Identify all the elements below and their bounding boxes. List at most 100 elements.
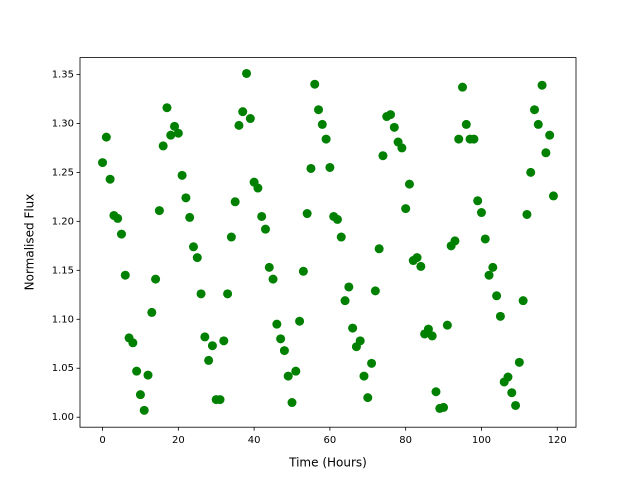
point xyxy=(166,130,176,140)
y-tick-label: 1.35 xyxy=(52,69,74,80)
point xyxy=(253,183,263,193)
point xyxy=(245,114,255,124)
point xyxy=(359,371,369,381)
point xyxy=(344,282,354,292)
point xyxy=(454,134,464,144)
point xyxy=(272,319,282,329)
point xyxy=(518,296,528,306)
point xyxy=(484,270,494,280)
point xyxy=(442,320,452,330)
point xyxy=(423,324,433,334)
point xyxy=(223,289,233,299)
point xyxy=(264,262,274,272)
y-tick-label: 1.25 xyxy=(52,167,74,178)
point xyxy=(234,120,244,130)
point xyxy=(291,366,301,376)
point xyxy=(416,261,426,271)
point xyxy=(154,206,164,216)
point xyxy=(207,341,217,351)
point xyxy=(511,400,521,410)
point xyxy=(431,387,441,397)
x-tick-label: 60 xyxy=(324,435,337,446)
point xyxy=(495,311,505,321)
point xyxy=(389,122,399,132)
point xyxy=(404,179,414,189)
point xyxy=(116,229,126,239)
point xyxy=(488,262,498,272)
point xyxy=(401,204,411,214)
point xyxy=(188,242,198,252)
point xyxy=(503,372,513,382)
point xyxy=(458,82,468,92)
point xyxy=(173,128,183,138)
point xyxy=(537,80,547,90)
point xyxy=(200,332,210,342)
point xyxy=(238,107,248,117)
point xyxy=(427,331,437,341)
point xyxy=(397,143,407,153)
point xyxy=(310,79,320,89)
point xyxy=(302,209,312,219)
point xyxy=(336,232,346,242)
y-tick-label: 1.00 xyxy=(52,412,74,423)
point xyxy=(158,141,168,151)
point xyxy=(287,398,297,408)
point xyxy=(492,291,502,301)
point xyxy=(545,130,555,140)
point xyxy=(283,371,293,381)
point xyxy=(295,316,305,326)
point xyxy=(105,174,115,184)
point xyxy=(306,163,316,173)
x-tick-label: 100 xyxy=(472,435,491,446)
y-tick-label: 1.15 xyxy=(52,265,74,276)
point xyxy=(461,119,471,129)
point xyxy=(548,191,558,201)
point xyxy=(317,119,327,129)
point xyxy=(314,105,324,115)
x-tick-label: 40 xyxy=(248,435,261,446)
point xyxy=(507,388,517,398)
point xyxy=(298,266,308,276)
point xyxy=(260,224,270,234)
x-axis-label: Time (Hours) xyxy=(288,456,367,470)
point xyxy=(541,148,551,158)
point xyxy=(332,214,342,224)
point xyxy=(469,134,479,144)
point xyxy=(268,274,278,284)
point xyxy=(439,402,449,412)
point xyxy=(363,393,373,403)
point xyxy=(450,236,460,246)
point xyxy=(215,395,225,405)
point xyxy=(162,103,172,113)
point xyxy=(196,289,206,299)
point xyxy=(355,336,365,346)
point xyxy=(170,121,180,131)
point xyxy=(370,286,380,296)
point xyxy=(533,119,543,129)
point xyxy=(321,134,331,144)
point xyxy=(412,253,422,263)
point xyxy=(204,355,214,365)
plot-frame xyxy=(79,57,577,428)
point xyxy=(242,68,252,78)
point xyxy=(226,232,236,242)
point xyxy=(185,212,195,222)
point xyxy=(348,323,358,333)
x-tick-label: 0 xyxy=(99,435,105,446)
point xyxy=(340,296,350,306)
point xyxy=(522,209,532,219)
point xyxy=(192,253,202,263)
point xyxy=(219,336,229,346)
point xyxy=(143,370,153,380)
point xyxy=(367,358,377,368)
point xyxy=(514,357,524,367)
y-tick-label: 1.10 xyxy=(52,314,74,325)
point xyxy=(181,193,191,203)
point xyxy=(101,132,111,142)
point xyxy=(279,346,289,356)
y-axis-label: Normalised Flux xyxy=(23,194,37,291)
point xyxy=(177,170,187,180)
point xyxy=(325,162,335,172)
